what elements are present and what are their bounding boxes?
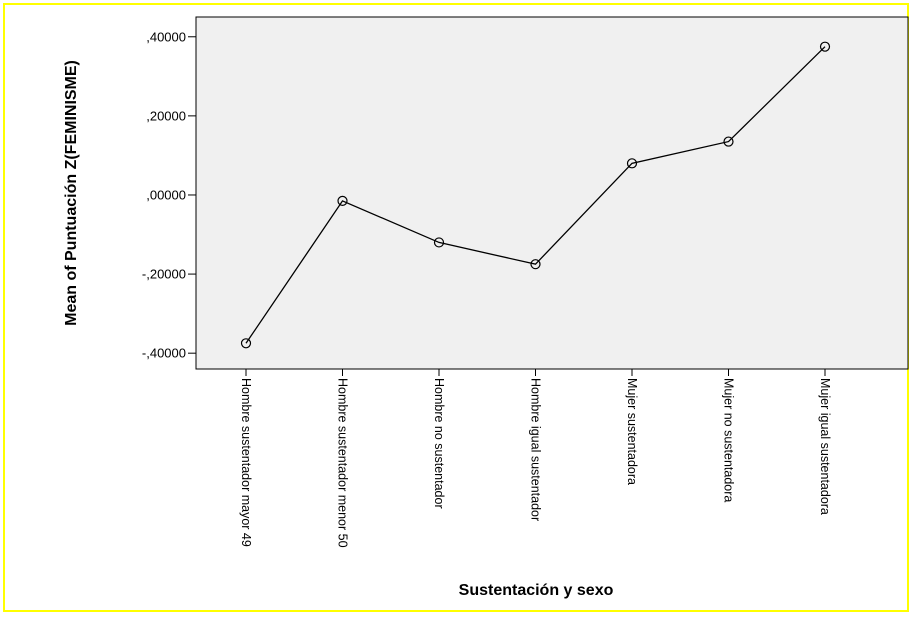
data-point <box>337 195 348 207</box>
data-point <box>819 41 831 52</box>
y-axis: -,40000 -,20000 ,00000 ,20000 ,40000 <box>142 29 196 361</box>
data-point <box>433 237 445 248</box>
data-points <box>240 41 831 349</box>
x-axis: Hombre sustentador mayor 49 Hombre susten… <box>239 369 832 548</box>
x-category-label: Hombre igual sustentador <box>529 378 543 521</box>
x-category-label: Hombre sustentador menor 50 <box>336 378 350 548</box>
data-point <box>626 158 638 169</box>
y-tick-label: ,40000 <box>146 29 186 44</box>
x-axis-title: Sustentación y sexo <box>459 582 614 599</box>
y-tick-label: ,20000 <box>146 108 186 123</box>
x-category-label: Mujer igual sustentadora <box>818 378 832 515</box>
x-category-label: Hombre no sustentador <box>432 378 446 509</box>
x-category-label: Mujer no sustentadora <box>722 378 736 502</box>
plot-area <box>195 16 909 370</box>
data-point <box>723 136 734 147</box>
x-category-label: Mujer sustentadora <box>625 378 639 485</box>
y-tick-label: -,40000 <box>142 346 186 361</box>
y-tick-label: ,00000 <box>146 187 186 202</box>
y-axis-title: Mean of Puntuación Z(FEMINISME) <box>63 60 80 326</box>
x-category-label: Hombre sustentador mayor 49 <box>239 378 253 547</box>
series-line <box>245 46 826 344</box>
y-tick-label: -,20000 <box>142 267 186 282</box>
data-point <box>530 259 541 270</box>
data-point <box>240 338 252 349</box>
